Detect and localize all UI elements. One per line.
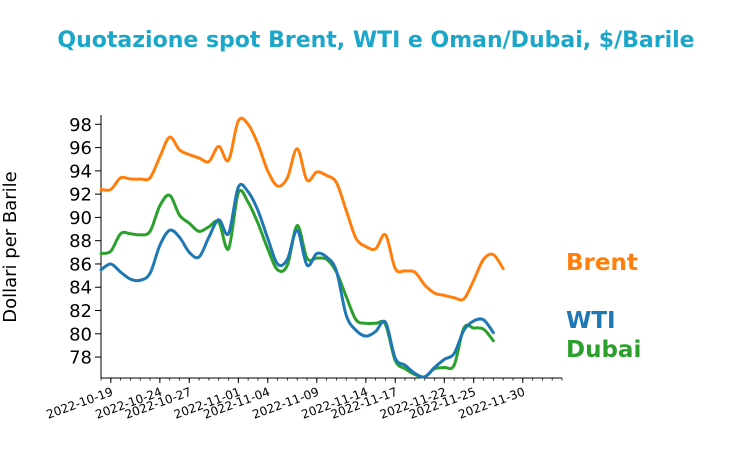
y-axis-label: Dollari per Barile [0, 171, 21, 323]
series-label-dubai: Dubai [566, 337, 641, 363]
series-label-wti: WTI [566, 308, 616, 334]
series-line-wti [99, 182, 495, 379]
y-tick-label: 92 [69, 185, 92, 206]
y-tick-label: 82 [69, 301, 92, 322]
y-tick-label: 80 [69, 324, 92, 345]
y-tick-label: 88 [69, 231, 92, 252]
y-tick-label: 84 [69, 278, 92, 299]
series-labels: Brent WTI Dubai [566, 250, 641, 363]
y-tick-label: 94 [69, 161, 92, 182]
y-tick-label: 90 [69, 208, 92, 229]
series-label-brent: Brent [566, 250, 638, 276]
y-tick-label: 96 [69, 138, 92, 159]
y-tick-label: 78 [69, 348, 92, 369]
y-tick-label: 98 [69, 115, 92, 136]
chart-title: Quotazione spot Brent, WTI e Oman/Dubai,… [57, 28, 694, 53]
x-ticks: 2022-10-192022-10-242022-10-272022-11-01… [45, 378, 563, 422]
series-line-brent [99, 116, 505, 302]
series-lines [99, 116, 505, 379]
series-line-dubai [99, 188, 495, 379]
y-tick-label: 86 [69, 254, 92, 275]
